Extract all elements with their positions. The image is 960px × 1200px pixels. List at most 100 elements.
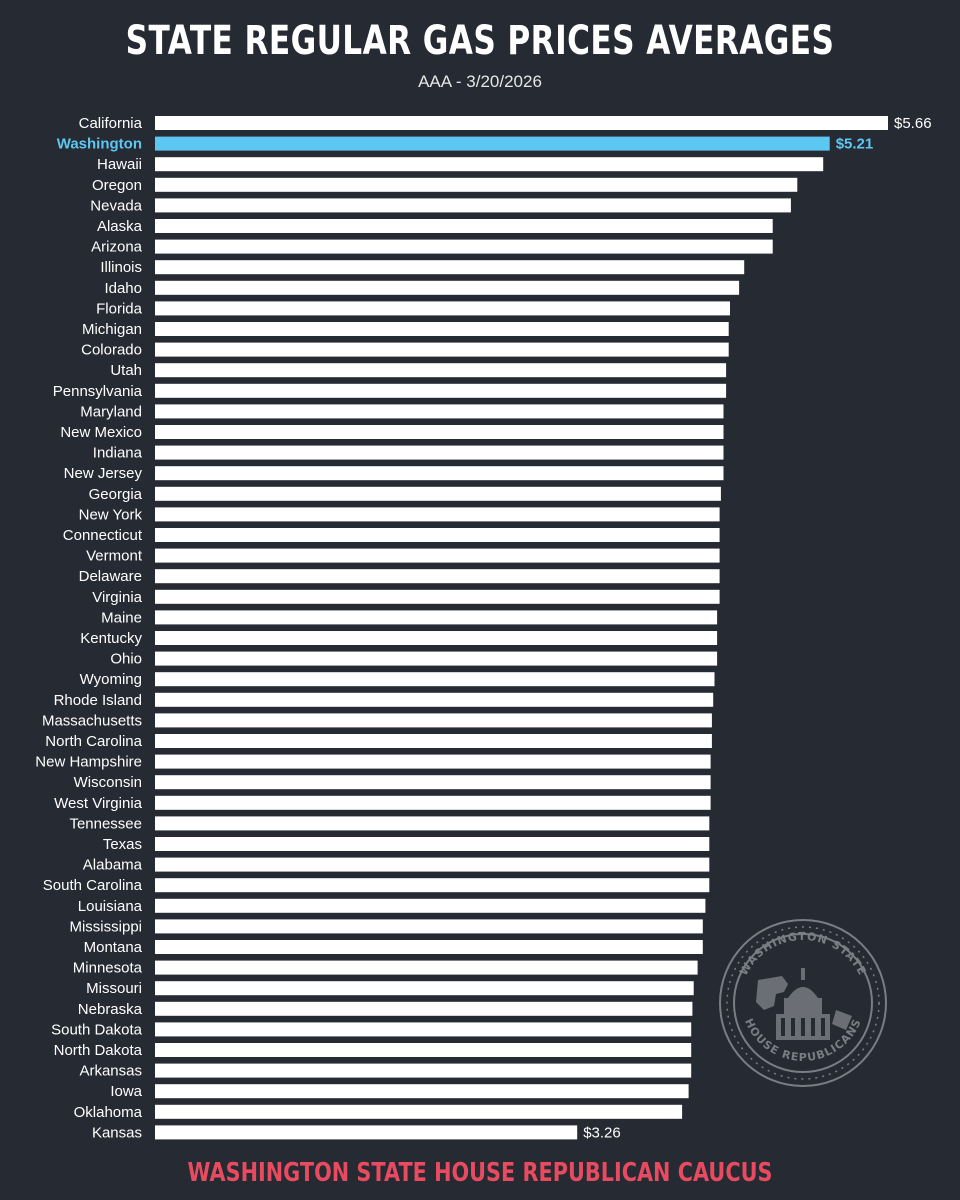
category-label: Florida	[96, 300, 143, 317]
category-label: Kentucky	[80, 630, 142, 647]
bar-massachusetts	[155, 713, 712, 728]
bar-montana	[155, 940, 703, 954]
bar-kansas	[155, 1125, 578, 1140]
category-label: Massachusetts	[42, 712, 142, 729]
bar-pennsylvania	[155, 383, 727, 398]
category-label: Maryland	[80, 403, 142, 420]
bar-arkansas	[155, 1063, 692, 1078]
category-label: Ohio	[110, 651, 142, 668]
bar-oregon	[155, 177, 798, 192]
bar-rhode-island	[155, 692, 714, 707]
bar-north-carolina	[155, 734, 712, 748]
category-label: Indiana	[93, 445, 143, 462]
category-label: Minnesota	[73, 960, 143, 977]
bar-florida	[155, 301, 730, 316]
bar-utah	[155, 363, 727, 378]
bar-arizona	[155, 239, 773, 254]
bar-new-jersey	[155, 466, 724, 481]
category-label: Kansas	[92, 1124, 142, 1141]
bar-maine	[155, 610, 718, 625]
category-label: Illinois	[100, 259, 142, 276]
bar-north-dakota	[155, 1043, 692, 1057]
bar-connecticut	[155, 528, 720, 542]
category-label: Louisiana	[78, 898, 143, 915]
category-label: Connecticut	[63, 527, 143, 544]
category-label: Tennessee	[69, 815, 142, 832]
bar-mississippi	[155, 919, 703, 934]
bar-new-mexico	[155, 425, 724, 439]
category-label: Wisconsin	[74, 774, 142, 791]
bar-alabama	[155, 857, 710, 872]
category-label: Georgia	[89, 486, 143, 503]
category-label: Virginia	[92, 589, 142, 606]
bar-new-york	[155, 507, 720, 522]
category-label: New Hampshire	[35, 754, 142, 771]
bar-missouri	[155, 981, 694, 996]
bar-kentucky	[155, 631, 718, 645]
bar-west-virginia	[155, 795, 711, 810]
bar-iowa	[155, 1084, 689, 1099]
category-label: Alabama	[83, 857, 143, 874]
category-label: North Dakota	[54, 1042, 143, 1059]
category-label: New York	[79, 506, 143, 523]
category-label: Hawaii	[97, 156, 142, 173]
bar-alaska	[155, 219, 773, 233]
category-label: Delaware	[79, 568, 142, 585]
bar-colorado	[155, 342, 729, 357]
bar-minnesota	[155, 960, 698, 975]
category-label: Mississippi	[69, 918, 142, 935]
category-label: Pennsylvania	[53, 383, 143, 400]
category-label: Montana	[84, 939, 143, 956]
value-label: $5.66	[894, 115, 932, 132]
bar-nebraska	[155, 1001, 693, 1016]
category-label: Rhode Island	[54, 692, 142, 709]
category-label: Maine	[101, 609, 142, 626]
category-label: Iowa	[110, 1083, 142, 1100]
bar-hawaii	[155, 157, 824, 172]
category-label: Arkansas	[79, 1063, 142, 1080]
category-label: South Carolina	[43, 877, 143, 894]
bar-new-hampshire	[155, 754, 711, 769]
category-label: Missouri	[86, 980, 142, 997]
value-label: $3.26	[583, 1124, 621, 1141]
category-label: New Mexico	[60, 424, 142, 441]
bar-tennessee	[155, 816, 710, 831]
bar-south-dakota	[155, 1022, 692, 1037]
category-label: Nevada	[90, 197, 142, 214]
bar-nevada	[155, 198, 791, 213]
bar-delaware	[155, 569, 720, 584]
category-label: Colorado	[81, 342, 142, 359]
category-label: Washington	[57, 136, 142, 153]
bar-texas	[155, 837, 710, 851]
bar-california	[155, 116, 888, 130]
bar-wyoming	[155, 672, 715, 687]
category-label: North Carolina	[45, 733, 142, 750]
bar-wisconsin	[155, 775, 711, 790]
bar-oklahoma	[155, 1104, 683, 1119]
bar-illinois	[155, 260, 745, 275]
category-label: Idaho	[104, 280, 142, 297]
bar-idaho	[155, 280, 740, 295]
chart-subtitle: AAA - 3/20/2026	[418, 72, 542, 91]
category-label: Vermont	[86, 548, 143, 565]
bar-south-carolina	[155, 878, 710, 893]
footer-caucus: WASHINGTON STATE HOUSE REPUBLICAN CAUCUS	[187, 1158, 773, 1188]
bar-maryland	[155, 404, 724, 419]
value-label: $5.21	[836, 136, 874, 153]
category-label: California	[79, 115, 143, 132]
chart-title: STATE REGULAR GAS PRICES AVERAGES	[125, 18, 835, 64]
category-label: South Dakota	[51, 1021, 143, 1038]
category-label: Alaska	[97, 218, 143, 235]
category-label: Wyoming	[80, 671, 142, 688]
bar-michigan	[155, 322, 729, 336]
bar-vermont	[155, 548, 720, 563]
category-label: Oregon	[92, 177, 142, 194]
category-label: West Virginia	[54, 795, 142, 812]
bar-washington	[155, 136, 830, 151]
bar-georgia	[155, 486, 721, 501]
category-label: Nebraska	[78, 1001, 143, 1018]
category-label: Michigan	[82, 321, 142, 338]
bar-ohio	[155, 651, 718, 666]
